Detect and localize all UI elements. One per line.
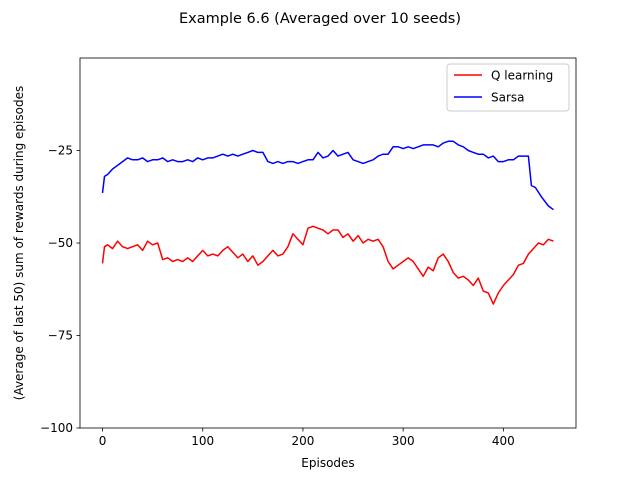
chart-title: Example 6.6 (Averaged over 10 seeds) [179,11,461,27]
y-axis-label: (Average of last 50) sum of rewards duri… [12,86,26,400]
y-tick-label: −50 [48,236,73,250]
x-tick-label: 100 [191,434,214,448]
x-tick-label: 300 [392,434,415,448]
legend-label-sarsa: Sarsa [491,91,525,105]
legend-label-q-learning: Q learning [491,69,553,83]
legend: Q learning Sarsa [446,63,570,112]
y-tick-label: −75 [48,329,73,343]
x-tick-label: 200 [291,434,314,448]
y-tick-label: −100 [40,421,73,435]
series-line-sarsa [101,140,554,211]
y-tick-label: −25 [48,144,73,158]
plot-frame [79,57,577,429]
x-axis-label: Episodes [301,456,354,470]
plot-area [80,58,576,428]
series-layer [101,140,554,305]
x-tick-label: 0 [99,434,107,448]
x-tick-label: 400 [492,434,515,448]
ticks-layer: 0 100 200 300 400 −100 −75 −50 −25 [40,144,515,448]
series-line-q-learning [101,225,554,305]
